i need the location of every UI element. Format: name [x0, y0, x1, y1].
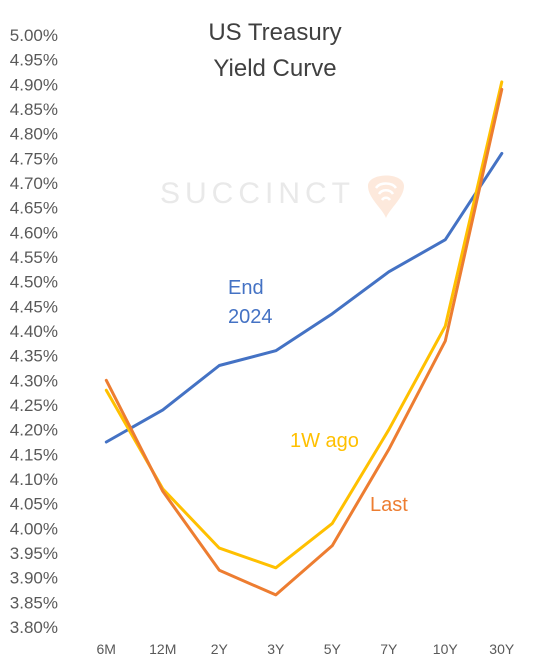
series-label-end2024: End: [228, 277, 264, 299]
y-tick-label: 4.60%: [10, 223, 58, 242]
watermark: SUCCINCT: [160, 175, 404, 218]
chart-title-line-2: Yield Curve: [213, 55, 336, 82]
x-tick-label: 3Y: [267, 641, 285, 657]
y-tick-label: 3.90%: [10, 569, 58, 588]
x-tick-label: 30Y: [489, 641, 515, 657]
y-tick-label: 4.95%: [10, 51, 58, 70]
y-tick-label: 4.75%: [10, 149, 58, 168]
series-label-last: Last: [370, 494, 408, 516]
x-axis: 6M 12M 2Y 3Y 5Y 7Y 10Y 30Y: [97, 641, 515, 657]
y-tick-label: 3.85%: [10, 593, 58, 612]
y-tick-label: 4.90%: [10, 75, 58, 94]
y-tick-label: 3.80%: [10, 618, 58, 637]
y-tick-label: 4.00%: [10, 519, 58, 538]
x-tick-label: 6M: [97, 641, 116, 657]
y-tick-label: 4.05%: [10, 495, 58, 514]
series-label-end2024: 2024: [228, 306, 273, 328]
chart-title-line-1: US Treasury: [208, 19, 341, 46]
y-tick-label: 4.10%: [10, 470, 58, 489]
y-tick-label: 4.15%: [10, 445, 58, 464]
y-tick-label: 4.65%: [10, 199, 58, 218]
y-tick-label: 4.70%: [10, 174, 58, 193]
series-lines: [104, 80, 504, 597]
y-tick-label: 4.45%: [10, 297, 58, 316]
watermark-text: SUCCINCT: [160, 177, 355, 210]
y-tick-label: 3.95%: [10, 544, 58, 563]
y-tick-label: 5.00%: [10, 26, 58, 45]
y-tick-label: 4.25%: [10, 396, 58, 415]
x-tick-label: 2Y: [211, 641, 229, 657]
y-axis: 3.80% 3.85% 3.90% 3.95% 4.00% 4.05% 4.10% 4.15%…: [10, 26, 58, 637]
series-line-end2024: [104, 151, 504, 444]
x-tick-label: 7Y: [380, 641, 398, 657]
series-line-last: [104, 87, 504, 597]
y-tick-label: 4.85%: [10, 100, 58, 119]
chart-title: US Treasury Yield Curve: [208, 19, 341, 82]
x-tick-label: 12M: [149, 641, 176, 657]
y-tick-label: 4.30%: [10, 371, 58, 390]
x-tick-label: 5Y: [324, 641, 342, 657]
series-label-w1ago: 1W ago: [290, 430, 359, 452]
y-tick-label: 4.40%: [10, 322, 58, 341]
series-labels: End 2024 1W ago Last: [228, 277, 408, 516]
y-tick-label: 4.35%: [10, 347, 58, 366]
y-tick-label: 4.20%: [10, 421, 58, 440]
x-tick-label: 10Y: [433, 641, 459, 657]
y-tick-label: 4.80%: [10, 125, 58, 144]
y-tick-label: 4.55%: [10, 248, 58, 267]
watermark-logo-icon: [368, 175, 404, 218]
y-tick-label: 4.50%: [10, 273, 58, 292]
series-line-w1ago: [104, 80, 504, 570]
